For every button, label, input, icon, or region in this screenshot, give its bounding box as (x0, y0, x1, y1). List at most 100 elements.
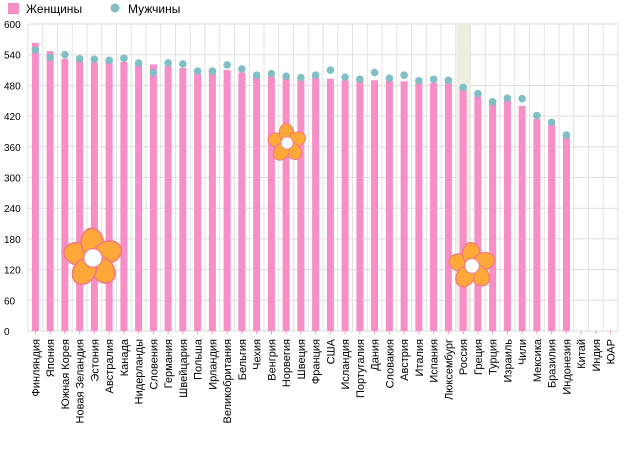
dot-men (193, 67, 202, 75)
dot-men (400, 71, 408, 79)
bar-women (341, 80, 349, 332)
x-tick-label: Ирландия (207, 339, 219, 390)
y-tick-label: 540 (4, 51, 21, 62)
dot-men (562, 131, 571, 139)
bar-women (61, 58, 69, 331)
x-tick-label: Греция (473, 339, 485, 375)
bar-women (444, 82, 452, 331)
x-tick-label: Швеция (296, 339, 308, 379)
bar-women (371, 80, 379, 332)
y-tick-label: 240 (4, 204, 21, 215)
x-tick-label: Турция (488, 339, 500, 375)
legend-label-men: Мужчины (128, 2, 180, 16)
x-tick-label: Южная Корея (60, 339, 72, 409)
dot-men (252, 71, 261, 79)
bar-women (149, 64, 157, 332)
dot-men (385, 74, 394, 83)
y-tick-label: 60 (4, 296, 16, 307)
flower-icon (63, 227, 123, 286)
bar-women (90, 62, 98, 331)
x-tick-label: Чехия (252, 339, 264, 370)
dot-men (547, 118, 556, 127)
legend: Женщины Мужчины (8, 2, 180, 16)
x-tick-label: Люксембург (443, 339, 455, 400)
dot-men (370, 68, 379, 77)
dot-men (297, 73, 305, 82)
y-tick-label: 0 (4, 327, 10, 338)
y-tick-label: 600 (4, 20, 21, 31)
dot-men (223, 61, 231, 69)
dot-men (61, 50, 69, 59)
bar-women (179, 68, 187, 332)
bar-women (164, 65, 172, 331)
dot-men (474, 89, 482, 98)
y-tick-label: 480 (4, 81, 21, 92)
dot-men (415, 76, 423, 85)
bar-women (326, 78, 334, 331)
flower-icon (267, 123, 307, 161)
dot-men (488, 97, 497, 106)
x-tick-label: Дания (370, 339, 382, 371)
x-tick-label: Италия (414, 339, 426, 377)
bar-women (503, 98, 511, 331)
x-tick-label: Бельгия (237, 339, 249, 380)
bar-women (489, 100, 497, 331)
bar-women (415, 82, 423, 331)
dot-men (105, 56, 113, 65)
x-tick-label: Эстония (89, 339, 101, 382)
x-tick-label: Швейцария (178, 339, 190, 398)
flower-icon (448, 241, 496, 288)
dot-men (75, 54, 84, 63)
x-tick-label: Мексика (532, 338, 544, 382)
x-tick-label: Индия (591, 339, 603, 372)
dot-men (164, 59, 172, 67)
bar-women (430, 82, 438, 331)
x-tick-label: Франция (311, 339, 323, 384)
decorations (63, 123, 496, 288)
dot-men (179, 60, 187, 68)
x-tick-label: Япония (45, 339, 57, 377)
x-tick-label: Новая Зеландия (75, 339, 87, 423)
bar-women (518, 105, 526, 331)
x-tick-label: Индонезия (561, 339, 573, 395)
dot-men (282, 72, 290, 80)
dot-men (238, 65, 246, 73)
bar-women (31, 42, 39, 331)
dot-men (341, 73, 349, 82)
dot-men (356, 75, 364, 84)
y-tick-label: 420 (4, 112, 21, 123)
bar-women (76, 59, 84, 332)
series-women (31, 42, 570, 332)
x-tick-label: США (325, 338, 337, 364)
x-tick-label: Чили (517, 339, 529, 365)
bar-women (533, 119, 541, 331)
x-tick-label: Китай (576, 339, 588, 369)
bar-women (223, 70, 231, 332)
dot-men (149, 68, 158, 77)
dot-men (311, 71, 320, 79)
bar-women (562, 135, 570, 331)
y-axis: 0 60 120 180 240 300 360 420 480 540 600 (4, 20, 21, 338)
dot-men (459, 83, 467, 92)
dot-men (518, 94, 526, 103)
dot-men (326, 66, 335, 74)
bar-women (297, 80, 305, 332)
dot-men (90, 55, 99, 64)
x-tick-label: Израиль (502, 339, 514, 383)
x-tick-label: Португалия (355, 339, 367, 398)
x-axis: Финляндия Япония Южная Корея Новая Зеландия… (30, 331, 618, 423)
x-tick-label: Словения (148, 339, 160, 390)
bar-women (46, 51, 54, 331)
x-tick-label: Германия (163, 339, 175, 388)
bar-women (120, 61, 128, 331)
gridlines (27, 23, 619, 332)
x-tick-label: Испания (429, 339, 441, 383)
x-tick-label: Норвегия (281, 339, 293, 387)
bar-women (282, 77, 290, 331)
dot-men (444, 76, 453, 85)
dot-men (46, 53, 54, 62)
bar-women (356, 81, 364, 331)
bar-women (194, 73, 202, 332)
series-men (31, 46, 571, 139)
